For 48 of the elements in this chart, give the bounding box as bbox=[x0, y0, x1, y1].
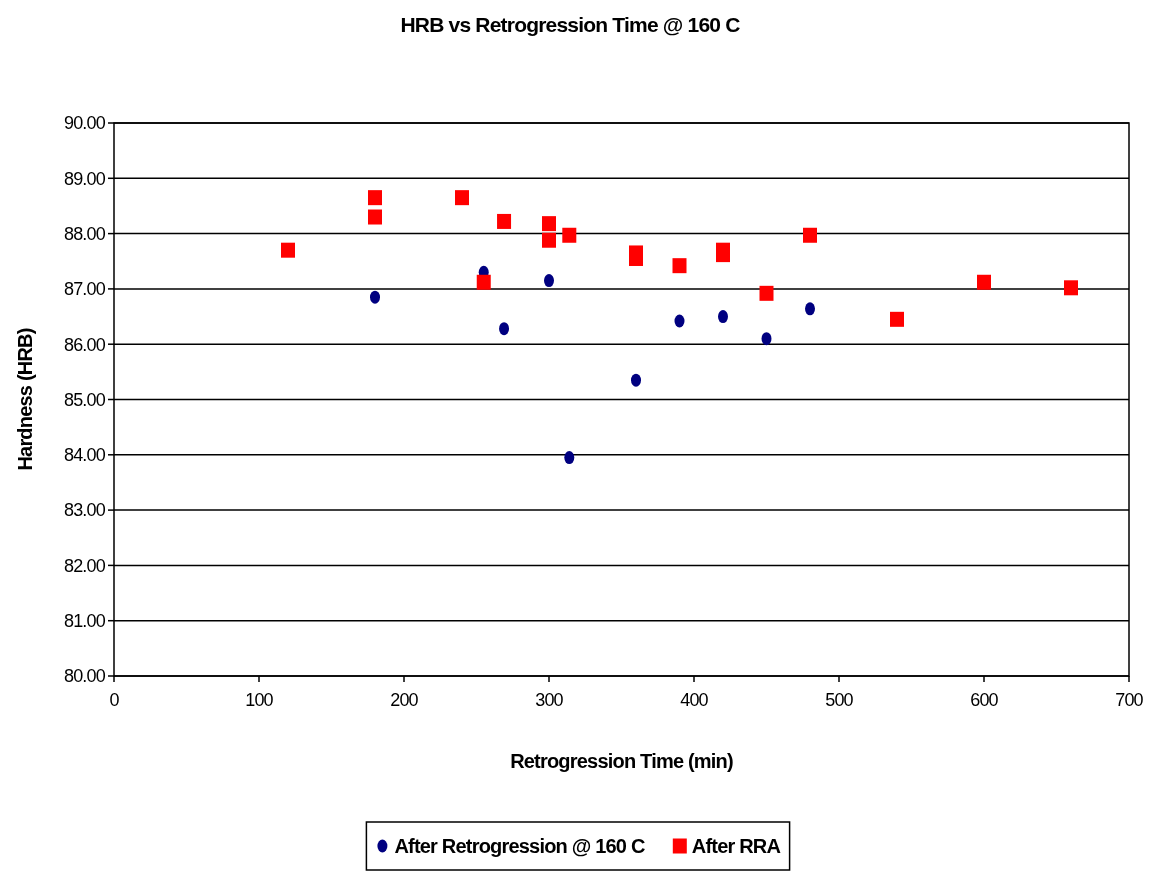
y-tick-label: 90.00 bbox=[63, 113, 106, 134]
x-tick-label: 500 bbox=[825, 690, 854, 710]
y-tick-label: 86.00 bbox=[63, 334, 106, 355]
point bbox=[370, 290, 380, 304]
point bbox=[672, 258, 687, 274]
y-tick-label: 84.00 bbox=[63, 445, 106, 466]
y-tick-label: 80.00 bbox=[63, 666, 106, 687]
point bbox=[542, 232, 556, 248]
legend-label: After RRA bbox=[691, 835, 781, 857]
point bbox=[803, 227, 817, 243]
legend-label: After Retrogression @ 160 C bbox=[394, 835, 645, 857]
point bbox=[368, 190, 382, 206]
y-tick-label: 83.00 bbox=[63, 500, 106, 521]
x-tick-label: 400 bbox=[680, 690, 709, 710]
point bbox=[476, 274, 491, 290]
x-tick-label: 100 bbox=[245, 690, 274, 710]
point bbox=[564, 451, 575, 465]
x-tick-label: 700 bbox=[1115, 690, 1144, 710]
y-tick-label: 82.00 bbox=[63, 555, 106, 576]
y-tick-label: 87.00 bbox=[63, 279, 106, 300]
point bbox=[281, 242, 295, 258]
x-tick-label: 300 bbox=[535, 690, 564, 710]
y-tick-label: 81.00 bbox=[63, 611, 106, 631]
point bbox=[761, 332, 772, 346]
point bbox=[674, 314, 685, 328]
x-tick-label: 0 bbox=[109, 690, 120, 710]
x-tick-label: 200 bbox=[390, 690, 419, 710]
point bbox=[542, 216, 556, 232]
point bbox=[890, 311, 904, 327]
point bbox=[499, 322, 510, 336]
point bbox=[562, 227, 577, 243]
point bbox=[368, 209, 382, 225]
point bbox=[1064, 280, 1078, 296]
y-tick-label: 89.00 bbox=[63, 168, 106, 189]
x-tick-label: 600 bbox=[970, 690, 999, 710]
point bbox=[544, 274, 554, 288]
y-tick-label: 85.00 bbox=[63, 389, 106, 410]
point bbox=[805, 302, 815, 316]
chart-title: HRB vs Retrogression Time @ 160 C bbox=[400, 13, 741, 36]
point bbox=[977, 274, 991, 290]
y-axis-title: Hardness (HRB) bbox=[14, 328, 36, 471]
point bbox=[497, 213, 512, 229]
y-tick-label: 88.00 bbox=[63, 223, 106, 244]
point bbox=[455, 190, 469, 206]
x-axis-title: Retrogression Time (min) bbox=[510, 750, 733, 772]
point bbox=[631, 373, 641, 387]
point bbox=[759, 285, 774, 301]
point bbox=[718, 310, 728, 324]
